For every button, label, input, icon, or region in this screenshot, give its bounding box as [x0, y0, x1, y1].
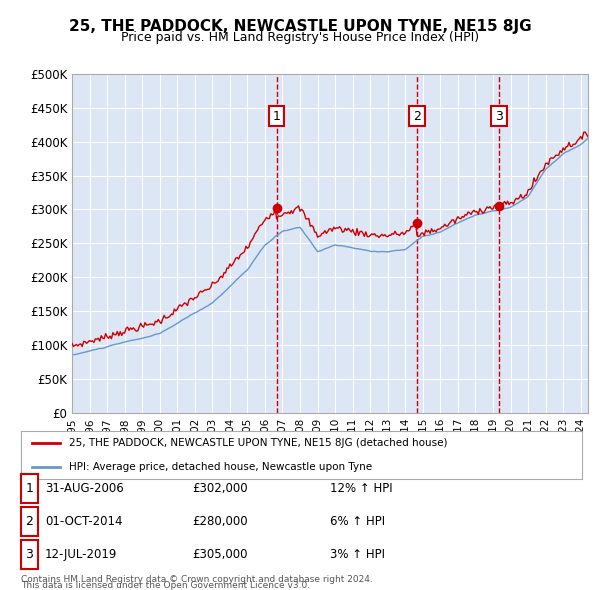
Text: Price paid vs. HM Land Registry's House Price Index (HPI): Price paid vs. HM Land Registry's House …	[121, 31, 479, 44]
Text: 3: 3	[25, 548, 34, 561]
Text: Contains HM Land Registry data © Crown copyright and database right 2024.: Contains HM Land Registry data © Crown c…	[21, 575, 373, 584]
Text: £302,000: £302,000	[192, 482, 248, 495]
Text: 25, THE PADDOCK, NEWCASTLE UPON TYNE, NE15 8JG: 25, THE PADDOCK, NEWCASTLE UPON TYNE, NE…	[68, 19, 532, 34]
Text: 25, THE PADDOCK, NEWCASTLE UPON TYNE, NE15 8JG (detached house): 25, THE PADDOCK, NEWCASTLE UPON TYNE, NE…	[68, 438, 447, 448]
Text: 2: 2	[25, 515, 34, 528]
Text: 3% ↑ HPI: 3% ↑ HPI	[330, 548, 385, 561]
Text: 1: 1	[25, 482, 34, 495]
Text: £280,000: £280,000	[192, 515, 248, 528]
Text: 6% ↑ HPI: 6% ↑ HPI	[330, 515, 385, 528]
Text: 31-AUG-2006: 31-AUG-2006	[45, 482, 124, 495]
Text: 12% ↑ HPI: 12% ↑ HPI	[330, 482, 392, 495]
Text: 12-JUL-2019: 12-JUL-2019	[45, 548, 118, 561]
Text: This data is licensed under the Open Government Licence v3.0.: This data is licensed under the Open Gov…	[21, 581, 310, 589]
Text: 3: 3	[495, 110, 503, 123]
Text: 01-OCT-2014: 01-OCT-2014	[45, 515, 122, 528]
Text: 1: 1	[273, 110, 281, 123]
Text: HPI: Average price, detached house, Newcastle upon Tyne: HPI: Average price, detached house, Newc…	[68, 462, 372, 472]
Text: 2: 2	[413, 110, 421, 123]
Text: £305,000: £305,000	[192, 548, 248, 561]
